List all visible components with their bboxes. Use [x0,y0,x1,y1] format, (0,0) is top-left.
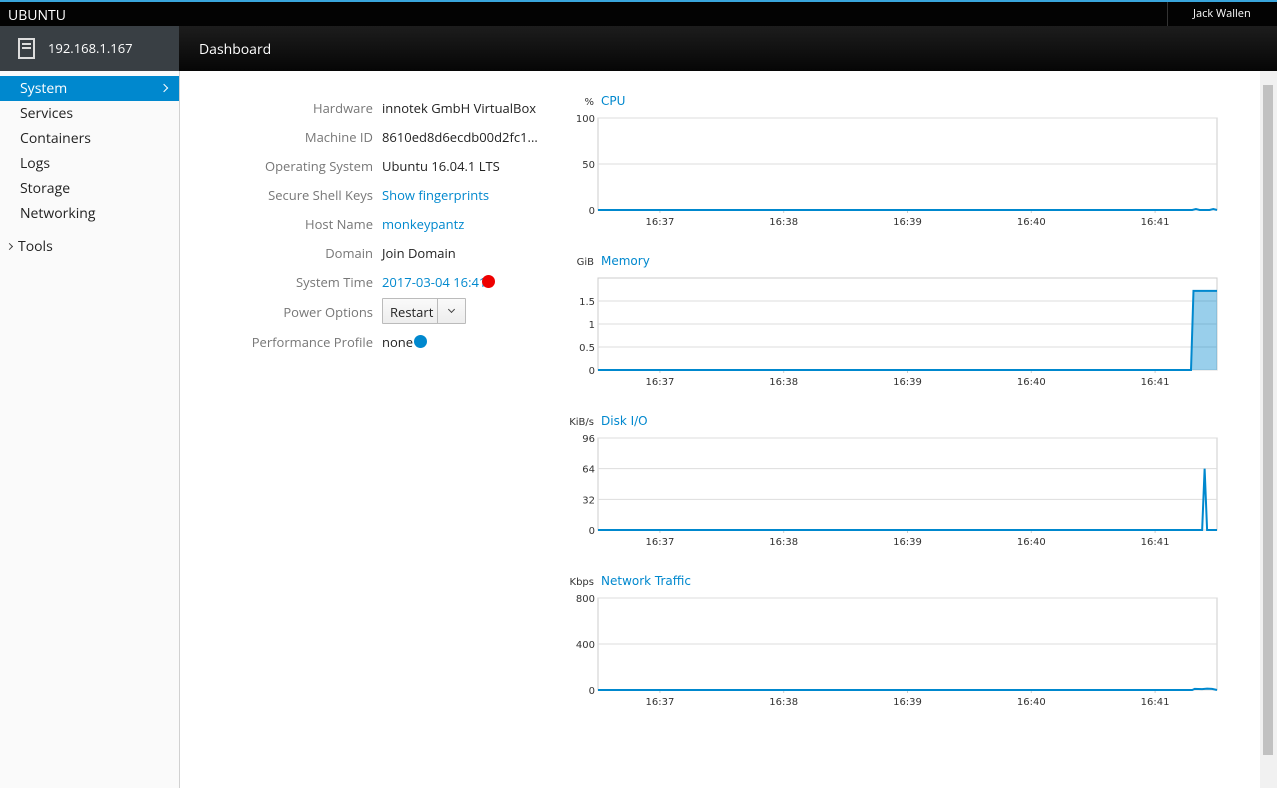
info-label: Domain [325,244,373,262]
x-tick-label: 16:40 [1017,217,1046,228]
info-label: Hardware [313,99,373,117]
x-tick-label: 16:39 [893,377,922,388]
scroll-thumb[interactable] [1263,85,1273,755]
y-unit: Kbps [570,577,594,588]
info-label: Secure Shell Keys [268,186,373,204]
info-label: Operating System [264,157,373,175]
y-tick-label: 800 [576,594,595,605]
nav-item[interactable]: Storage [20,179,71,198]
page-title: Dashboard [199,40,272,59]
x-tick-label: 16:40 [1017,377,1046,388]
nav-bar [0,26,1277,71]
info-value: innotek GmbH VirtualBox [382,99,537,117]
x-tick-label: 16:37 [645,537,674,548]
y-tick-label: 0 [589,366,595,377]
info-label: Performance Profile [251,333,373,351]
user-menu[interactable]: Jack Wallen [1167,2,1277,26]
y-tick-label: 96 [582,434,595,445]
x-tick-label: 16:41 [1141,697,1170,708]
x-tick-label: 16:39 [893,217,922,228]
info-value[interactable]: monkeypantz [382,215,465,233]
x-tick-label: 16:41 [1141,217,1170,228]
user-name[interactable]: Jack Wallen [1193,6,1251,21]
nav-item[interactable]: Logs [20,154,51,173]
info-value[interactable]: Join Domain [382,244,456,262]
divider [437,299,438,323]
y-tick-label: 0 [589,686,595,697]
x-tick-label: 16:38 [769,217,798,228]
x-tick-label: 16:41 [1141,377,1170,388]
series-line [598,687,1218,691]
x-tick-label: 16:38 [769,697,798,708]
x-tick-label: 16:39 [893,537,922,548]
nav-item[interactable]: Containers [20,129,91,148]
y-tick-label: 100 [576,114,595,125]
info-value: none [382,333,427,351]
server-icon [18,38,35,59]
x-tick-label: 16:41 [1141,537,1170,548]
host-address[interactable]: 192.168.1.167 [48,39,133,57]
x-tick-label: 16:37 [645,217,674,228]
nav-item[interactable]: Services [20,104,74,123]
info-label: Power Options [283,303,373,321]
series-area [598,290,1217,370]
restart-button[interactable]: Restart [382,298,466,324]
y-tick-label: 1 [589,320,595,331]
top-bar: UBUNTU Jack Wallen [0,0,1277,26]
scrollbar[interactable] [1260,71,1277,788]
nav-item[interactable]: System [0,76,179,101]
button-text[interactable]: Restart [390,303,434,321]
x-tick-label: 16:40 [1017,697,1046,708]
info-label: Machine ID [304,128,373,146]
chart-title: Network Traffic [601,574,691,588]
brand: UBUNTU [8,6,66,25]
y-tick-label: 0.5 [579,343,595,354]
chart-title: Memory [601,254,650,268]
x-tick-label: 16:40 [1017,537,1046,548]
series-line [598,289,1217,371]
x-tick-label: 16:39 [893,697,922,708]
y-tick-label: 0 [589,526,595,537]
info-value[interactable]: 2017-03-04 16:41 [382,273,495,291]
info-value[interactable]: Show fingerprints [382,186,490,204]
info-label: Host Name [305,215,373,233]
y-unit: % [584,97,594,108]
y-unit: KiB/s [569,417,594,428]
info-value: Ubuntu 16.04.1 LTS [382,157,500,175]
y-unit: GiB [577,257,595,268]
y-tick-label: 400 [576,640,595,651]
info-icon[interactable] [414,335,427,348]
x-tick-label: 16:38 [769,377,798,388]
plot-frame [597,437,1218,531]
info-label: System Time [296,273,373,291]
nav-item[interactable]: Networking [20,204,96,223]
host-switcher[interactable]: 192.168.1.167 [0,26,179,71]
x-tick-label: 16:38 [769,537,798,548]
chart-title: Disk I/O [601,414,648,428]
y-tick-label: 32 [582,495,595,506]
info-value: 8610ed8d6ecdb00d2fc1... [382,128,538,146]
nav-item[interactable]: Tools [0,234,179,259]
y-tick-label: 0 [589,206,595,217]
x-tick-label: 16:37 [645,697,674,708]
chart-title: CPU [601,94,625,108]
y-tick-label: 50 [582,160,595,171]
series-line [598,208,1218,211]
y-tick-label: 64 [582,465,595,476]
series-line [598,468,1217,531]
sidebar: System Services Containers Logs Storage Netwo… [0,71,180,788]
y-tick-label: 1.5 [579,297,595,308]
error-icon [482,275,495,288]
x-tick-label: 16:37 [645,377,674,388]
